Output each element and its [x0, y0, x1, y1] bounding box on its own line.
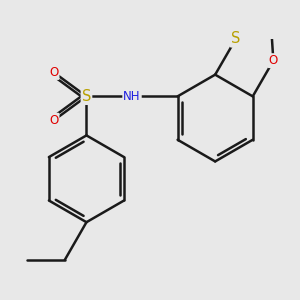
Text: O: O [49, 114, 58, 127]
Text: S: S [82, 89, 91, 104]
Text: O: O [269, 54, 278, 67]
Text: NH: NH [123, 90, 141, 103]
Text: O: O [49, 66, 58, 79]
Text: S: S [231, 32, 241, 46]
